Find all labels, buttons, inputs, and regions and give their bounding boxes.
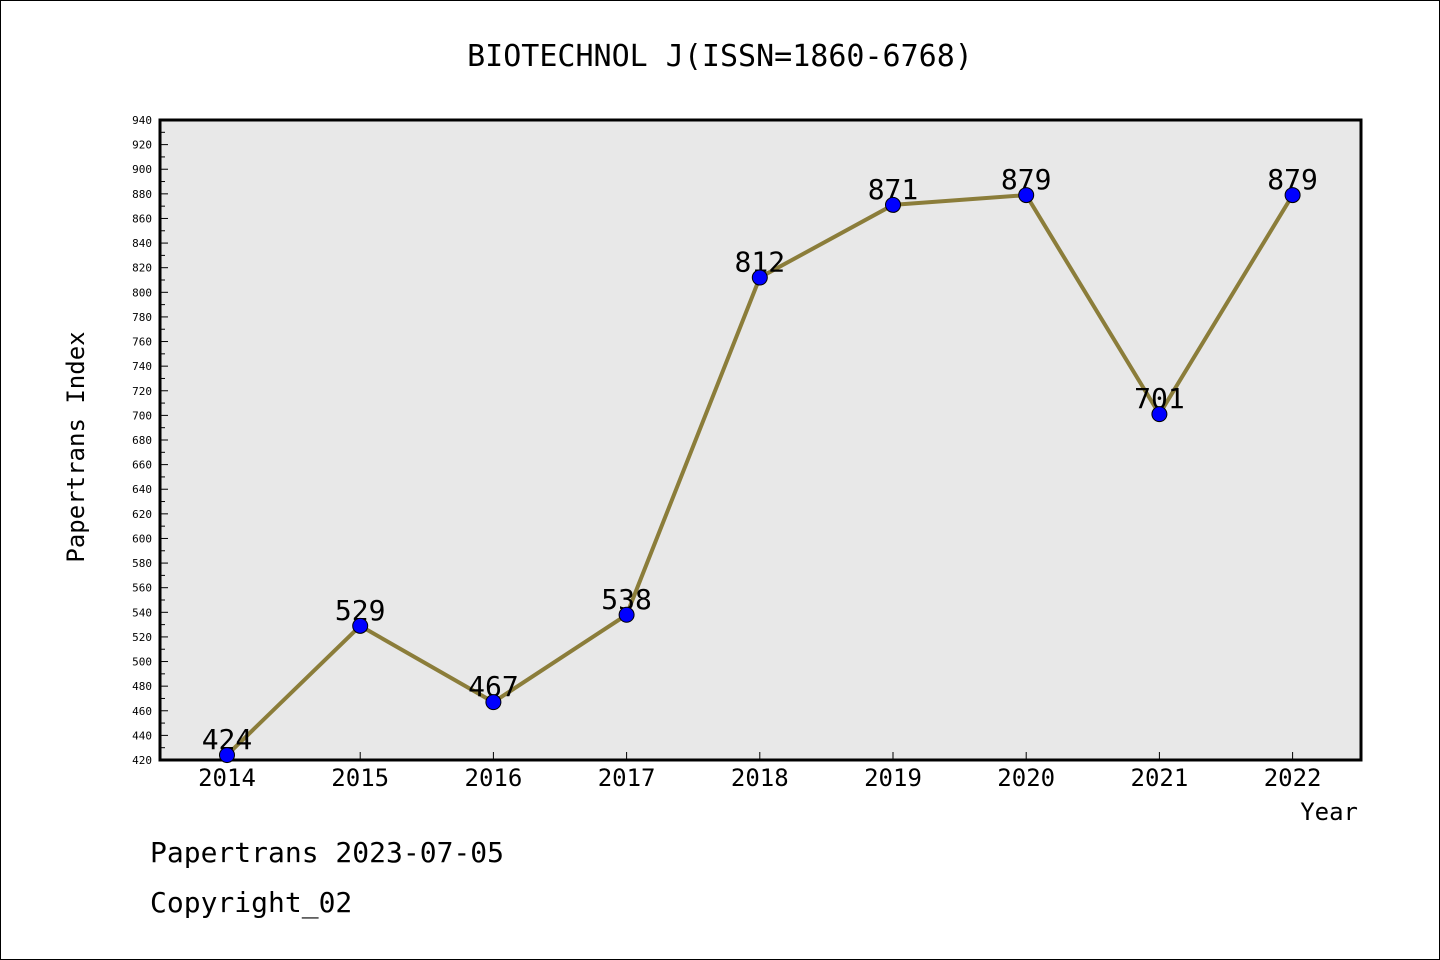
y-tick-label: 840 [132, 237, 152, 250]
data-point [352, 617, 369, 634]
data-point [1151, 406, 1168, 423]
y-tick-label: 740 [132, 360, 152, 373]
y-tick-label: 720 [132, 385, 152, 398]
y-tick-label: 860 [132, 212, 152, 225]
data-point [485, 694, 502, 711]
data-point [1284, 187, 1301, 204]
chart-title: BIOTECHNOL J(ISSN=1860-6768) [467, 39, 973, 74]
y-tick-label: 600 [132, 532, 152, 545]
x-tick-label: 2018 [731, 764, 789, 792]
x-axis-label: Year [1300, 798, 1358, 826]
y-tick-label: 480 [132, 680, 152, 693]
y-tick-label: 760 [132, 336, 152, 349]
y-tick-label: 920 [132, 139, 152, 152]
y-tick-label: 780 [132, 311, 152, 324]
y-tick-label: 500 [132, 656, 152, 669]
y-tick-label: 880 [132, 188, 152, 201]
x-tick-label: 2016 [465, 764, 523, 792]
footer-copyright: Copyright_02 [150, 886, 353, 919]
y-tick-label: 940 [132, 114, 152, 127]
y-tick-label: 700 [132, 409, 152, 422]
plot-area [158, 118, 1363, 762]
y-tick-label: 540 [132, 606, 152, 619]
x-tick-label: 2017 [598, 764, 656, 792]
x-tick-label: 2020 [997, 764, 1055, 792]
y-tick-label: 560 [132, 582, 152, 595]
y-axis-label: Papertrans Index [62, 331, 90, 562]
y-tick-label: 820 [132, 262, 152, 275]
footer-date: Papertrans 2023-07-05 [150, 836, 505, 869]
x-tick-label: 2014 [198, 764, 256, 792]
data-point [885, 196, 901, 213]
data-point [219, 747, 235, 764]
y-tick-label: 520 [132, 631, 152, 644]
y-tick-label: 420 [132, 754, 152, 767]
y-axis: 420 440 460 480 500 520 540 560 580 600 620 640 660 6… [132, 114, 168, 767]
x-tick-label: 2021 [1131, 764, 1189, 792]
y-tick-label: 620 [132, 508, 152, 521]
data-point [1018, 187, 1035, 204]
y-tick-label: 900 [132, 163, 152, 176]
y-tick-label: 580 [132, 557, 152, 570]
y-tick-label: 800 [132, 286, 152, 299]
data-point [618, 606, 635, 623]
x-tick-label: 2022 [1264, 764, 1322, 792]
y-tick-label: 640 [132, 483, 152, 496]
y-tick-label: 460 [132, 705, 152, 718]
y-tick-label: 440 [132, 729, 152, 742]
data-point [751, 269, 768, 286]
y-tick-label: 680 [132, 434, 152, 447]
x-tick-label: 2015 [331, 764, 389, 792]
x-tick-label: 2019 [864, 764, 922, 792]
x-axis: 2014 2015 2016 2017 2018 2019 2020 2021 2022 [198, 752, 1321, 792]
y-tick-label: 660 [132, 459, 152, 472]
